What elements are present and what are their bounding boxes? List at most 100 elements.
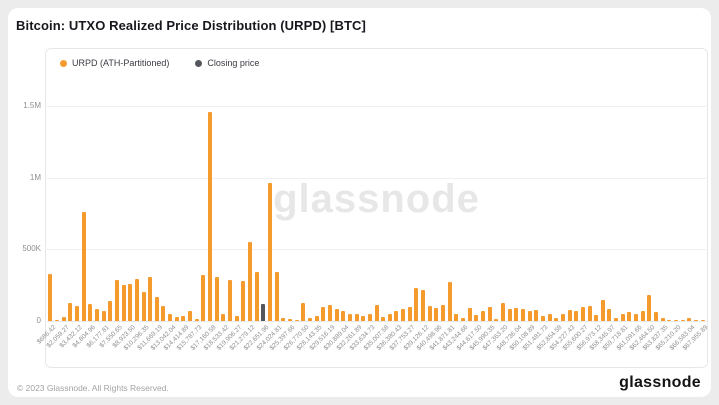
urpd-bar[interactable] xyxy=(454,314,459,321)
urpd-bar[interactable] xyxy=(208,112,213,321)
urpd-bar[interactable] xyxy=(474,314,479,321)
urpd-bar[interactable] xyxy=(214,276,219,321)
urpd-bar[interactable] xyxy=(361,315,366,321)
urpd-bar[interactable] xyxy=(507,309,512,321)
urpd-bar[interactable] xyxy=(527,310,532,321)
urpd-bar[interactable] xyxy=(267,182,272,321)
urpd-bar[interactable] xyxy=(287,319,292,321)
urpd-bar[interactable] xyxy=(567,310,572,321)
urpd-bar[interactable] xyxy=(560,313,565,321)
urpd-bar[interactable] xyxy=(401,309,406,321)
urpd-bar[interactable] xyxy=(441,304,446,321)
urpd-bar[interactable] xyxy=(327,304,332,321)
urpd-bar[interactable] xyxy=(48,273,53,321)
urpd-bar[interactable] xyxy=(494,319,499,321)
urpd-bar[interactable] xyxy=(81,212,86,321)
urpd-bar[interactable] xyxy=(201,275,206,321)
urpd-bar[interactable] xyxy=(607,309,612,321)
urpd-bar[interactable] xyxy=(694,320,698,321)
urpd-bar[interactable] xyxy=(667,320,672,321)
urpd-bar[interactable] xyxy=(367,314,372,321)
urpd-bar[interactable] xyxy=(594,314,599,321)
urpd-bar[interactable] xyxy=(580,307,585,321)
urpd-bar[interactable] xyxy=(228,280,233,321)
urpd-bar[interactable] xyxy=(134,279,139,321)
urpd-bar[interactable] xyxy=(547,314,552,321)
urpd-bar[interactable] xyxy=(108,300,113,321)
urpd-bar[interactable] xyxy=(467,308,472,321)
urpd-bar[interactable] xyxy=(254,271,259,321)
urpd-bar[interactable] xyxy=(334,309,339,321)
urpd-bar[interactable] xyxy=(74,305,79,321)
urpd-bar[interactable] xyxy=(427,305,432,321)
urpd-bar[interactable] xyxy=(194,319,199,321)
urpd-bar[interactable] xyxy=(500,303,505,321)
urpd-bar[interactable] xyxy=(114,280,119,321)
urpd-bar[interactable] xyxy=(700,320,705,321)
urpd-bar[interactable] xyxy=(301,303,306,321)
urpd-bar[interactable] xyxy=(481,310,485,321)
urpd-bar[interactable] xyxy=(574,311,579,321)
urpd-bar[interactable] xyxy=(640,311,645,321)
urpd-bar[interactable] xyxy=(61,317,66,321)
urpd-bar[interactable] xyxy=(88,303,93,321)
urpd-bar[interactable] xyxy=(654,312,659,321)
urpd-bar[interactable] xyxy=(94,309,99,321)
urpd-bar[interactable] xyxy=(281,317,286,321)
urpd-bar[interactable] xyxy=(294,320,299,321)
urpd-bar[interactable] xyxy=(188,310,193,321)
urpd-bar[interactable] xyxy=(620,313,625,321)
urpd-bar[interactable] xyxy=(68,302,73,321)
urpd-bar[interactable] xyxy=(347,313,352,321)
urpd-bar[interactable] xyxy=(647,295,652,321)
urpd-bar[interactable] xyxy=(341,310,346,321)
urpd-bar[interactable] xyxy=(600,299,605,321)
urpd-bar[interactable] xyxy=(587,305,592,321)
closing-price-bar[interactable] xyxy=(261,303,266,321)
urpd-bar[interactable] xyxy=(241,281,246,321)
urpd-bar[interactable] xyxy=(680,320,685,321)
urpd-bar[interactable] xyxy=(554,318,559,321)
urpd-bar[interactable] xyxy=(540,315,545,321)
urpd-bar[interactable] xyxy=(148,276,153,321)
urpd-bar[interactable] xyxy=(514,308,519,321)
urpd-bar[interactable] xyxy=(447,281,452,321)
urpd-bar[interactable] xyxy=(181,315,186,321)
urpd-bar[interactable] xyxy=(381,317,386,321)
legend-item-closing-price[interactable]: Closing price xyxy=(195,58,259,68)
urpd-bar[interactable] xyxy=(627,312,632,321)
urpd-bar[interactable] xyxy=(421,290,426,321)
urpd-bar[interactable] xyxy=(634,314,639,321)
legend-item-urpd[interactable]: URPD (ATH-Partitioned) xyxy=(60,58,169,68)
urpd-bar[interactable] xyxy=(161,305,166,321)
urpd-bar[interactable] xyxy=(321,307,326,321)
urpd-bar[interactable] xyxy=(660,318,665,321)
urpd-bar[interactable] xyxy=(168,314,173,321)
urpd-bar[interactable] xyxy=(534,310,539,321)
urpd-bar[interactable] xyxy=(128,284,133,321)
urpd-bar[interactable] xyxy=(394,310,399,321)
urpd-bar[interactable] xyxy=(221,314,226,321)
urpd-bar[interactable] xyxy=(434,308,439,321)
urpd-bar[interactable] xyxy=(54,319,59,321)
urpd-bar[interactable] xyxy=(248,242,253,321)
urpd-bar[interactable] xyxy=(487,306,492,321)
urpd-bar[interactable] xyxy=(414,287,419,321)
urpd-bar[interactable] xyxy=(674,320,679,321)
urpd-bar[interactable] xyxy=(314,315,319,321)
urpd-bar[interactable] xyxy=(174,317,179,321)
urpd-bar[interactable] xyxy=(687,318,692,321)
urpd-bar[interactable] xyxy=(154,296,159,321)
urpd-bar[interactable] xyxy=(101,310,106,321)
urpd-bar[interactable] xyxy=(520,309,525,321)
urpd-bar[interactable] xyxy=(374,304,379,321)
urpd-bar[interactable] xyxy=(614,318,619,321)
urpd-bar[interactable] xyxy=(407,306,412,321)
urpd-bar[interactable] xyxy=(141,292,146,321)
urpd-bar[interactable] xyxy=(354,314,359,321)
urpd-bar[interactable] xyxy=(234,315,239,321)
urpd-bar[interactable] xyxy=(387,313,392,321)
urpd-bar[interactable] xyxy=(274,271,279,321)
urpd-bar[interactable] xyxy=(307,318,312,321)
urpd-bar[interactable] xyxy=(461,317,466,321)
